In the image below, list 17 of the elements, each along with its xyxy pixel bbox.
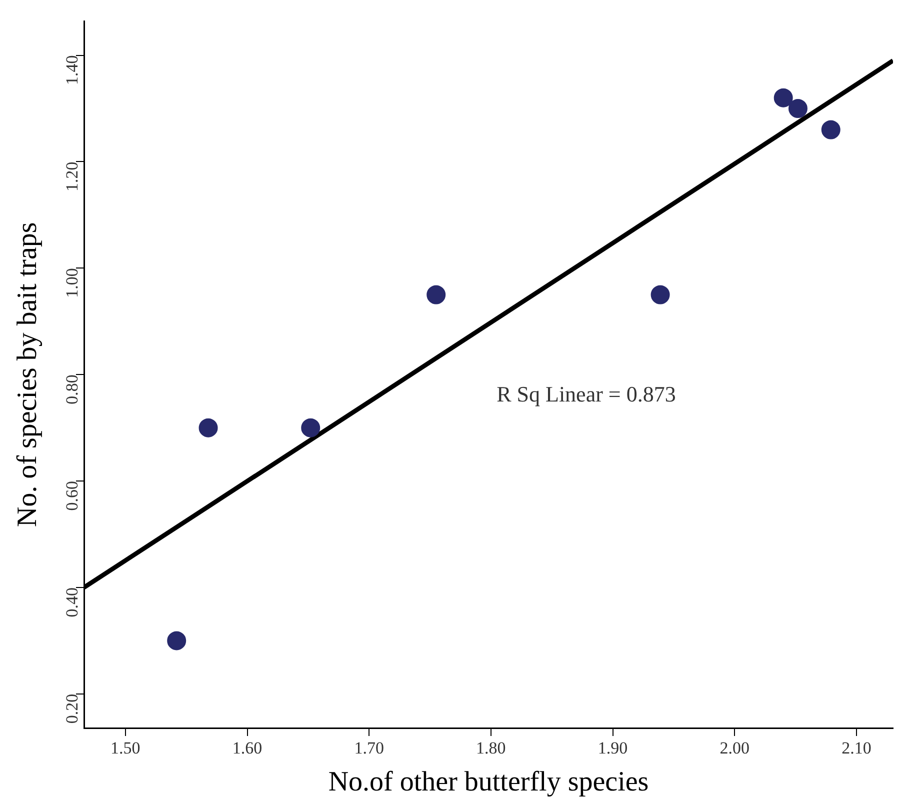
y-tick-label: 1.20 [62, 162, 82, 192]
x-tick-label: 1.50 [110, 738, 140, 758]
x-tick-label: 1.70 [354, 738, 384, 758]
y-tick-label: 0.60 [62, 481, 82, 511]
y-tick-label: 0.40 [62, 587, 82, 618]
x-tick-label: 1.90 [598, 738, 628, 758]
x-tick-label: 1.80 [476, 738, 506, 758]
y-tick-label: 0.20 [62, 694, 82, 724]
x-tick-label: 1.60 [232, 738, 262, 758]
x-tick-label: 2.10 [842, 738, 872, 758]
y-tick-label: 1.00 [62, 268, 82, 298]
x-tick-label: 2.00 [720, 738, 750, 758]
x-axis-title: No.of other butterfly species [328, 766, 649, 798]
annotation: R Sq Linear = 0.873 [496, 382, 676, 407]
y-tick-label: 1.40 [62, 55, 82, 86]
y-axis-title: No. of species by bait traps [12, 222, 44, 528]
y-tick-label: 0.80 [62, 374, 82, 404]
